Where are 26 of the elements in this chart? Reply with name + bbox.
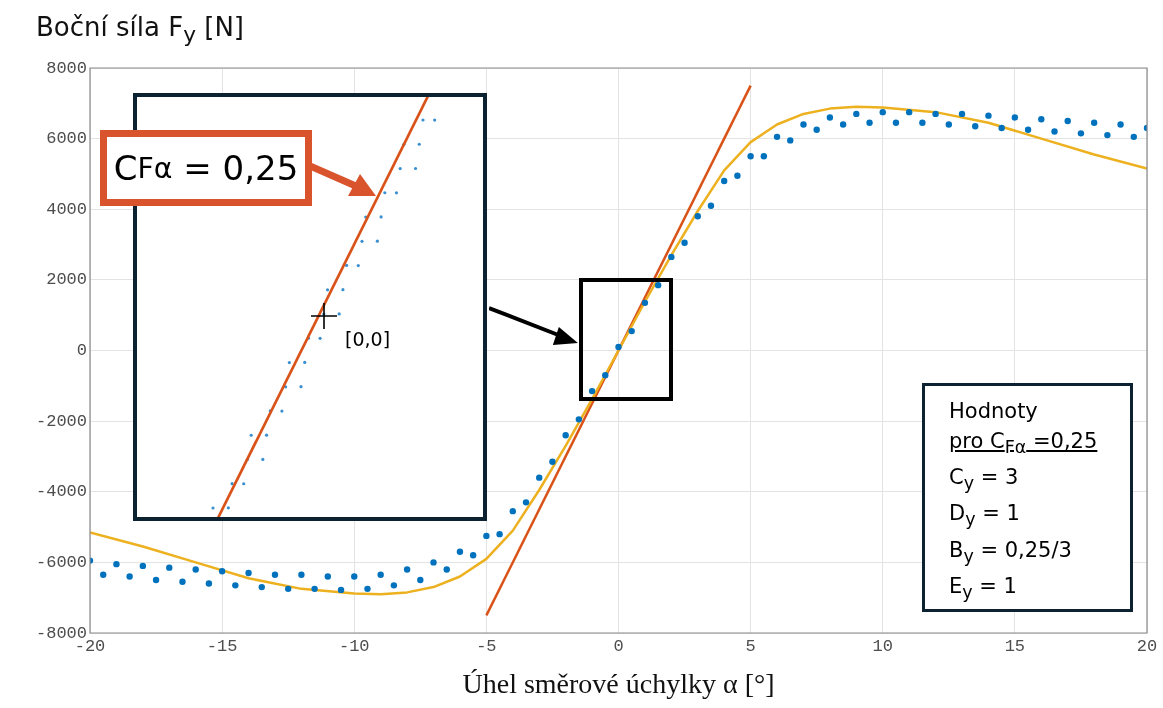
annotation: D$_{y}$ = 1: [949, 500, 1021, 532]
y-tick-label: -4000: [35, 482, 87, 502]
y-tick-label: -8000: [35, 623, 87, 643]
y-tick-label: 6000: [46, 129, 87, 149]
x-tick-label: 0: [613, 636, 624, 656]
y-tick-label: 8000: [46, 58, 87, 78]
annotation: [0,0]: [345, 328, 391, 350]
annotation: Hodnoty: [949, 398, 1039, 425]
annotation: E$_{y}$ = 1: [949, 572, 1018, 604]
y-tick-label: 0: [76, 341, 87, 360]
annotation: B$_{y}$ = 0,25/3: [949, 536, 1073, 568]
x-tick-label: 15: [1004, 636, 1026, 656]
x-tick-label: -5: [476, 636, 497, 656]
y-axis-title: Boční síla F$_{y}$ [N]: [36, 12, 244, 48]
x-tick-label: 5: [745, 636, 756, 656]
y-tick-label: -6000: [35, 552, 87, 572]
y-tick-label: 2000: [46, 270, 87, 290]
x-tick-label: 20: [1136, 636, 1158, 656]
y-tick-label: -2000: [35, 411, 87, 431]
x-tick-label: 10: [872, 636, 893, 656]
x-tick-label: -15: [206, 636, 238, 656]
x-tick-label: -10: [338, 636, 370, 656]
y-tick-label: 4000: [46, 199, 87, 219]
annotation: C$_{y}$ = 3: [949, 464, 1020, 496]
annotation: pro C$_{Fα}$ =0,25: [949, 428, 1099, 460]
x-axis-title: Úhel směrové úchylky α [°]: [461, 668, 776, 700]
